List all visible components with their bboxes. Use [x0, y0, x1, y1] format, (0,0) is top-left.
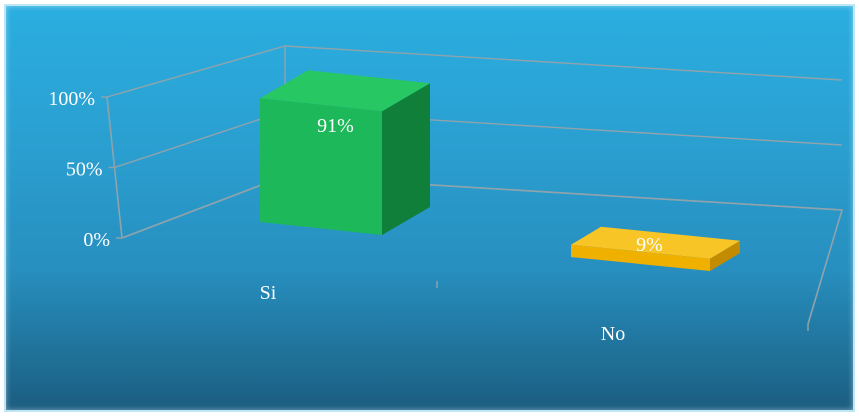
bar-chart: 0% 50% 100% 91% 9% Si No	[48, 45, 844, 345]
bar-no: 9%	[571, 226, 740, 271]
chart-frame: 0% 50% 100% 91% 9% Si No	[4, 4, 855, 412]
bar-side-no	[710, 240, 740, 271]
category-label-si: Si	[260, 282, 277, 304]
bars: 91% 9%	[260, 70, 740, 271]
category-label-no: No	[601, 323, 625, 345]
data-label-no: 9%	[636, 234, 663, 256]
gridline-50	[114, 110, 843, 169]
y-axis-ticks: 0% 50% 100%	[48, 88, 110, 251]
bar-si: 91%	[260, 70, 430, 236]
bar-top-si	[260, 70, 430, 112]
bar-side-si	[382, 83, 430, 236]
gridline-100	[106, 45, 843, 98]
bar-front-no	[571, 244, 710, 271]
y-tick-label: 50%	[66, 159, 103, 181]
gridline-0	[121, 175, 843, 239]
grid-lines	[101, 45, 844, 331]
data-label-si: 91%	[317, 115, 354, 137]
bar-top-no	[571, 226, 740, 259]
y-tick-label: 0%	[83, 229, 110, 251]
bar-front-si	[260, 98, 382, 236]
y-tick-label: 100%	[48, 88, 95, 110]
x-axis-categories: Si No	[260, 282, 626, 345]
